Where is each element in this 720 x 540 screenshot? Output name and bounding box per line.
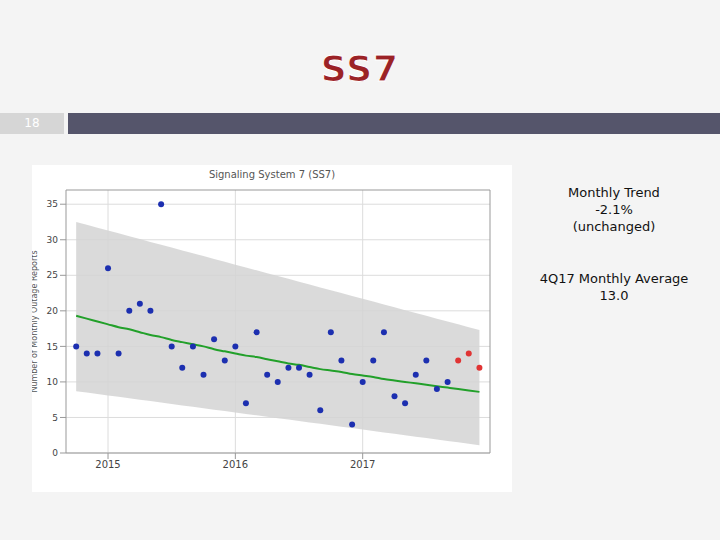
html-text:-2.1%: -2.1% xyxy=(595,202,633,217)
html-text:18: 18 xyxy=(24,116,40,130)
svg-text:15: 15 xyxy=(47,342,58,352)
svg-text:5: 5 xyxy=(52,413,58,423)
svg-text:25: 25 xyxy=(47,270,58,280)
svg-text:10: 10 xyxy=(47,377,59,387)
html-text:Monthly Trend: Monthly Trend xyxy=(568,185,660,200)
html-text:SS7: SS7 xyxy=(320,48,400,89)
html-text:13.0: 13.0 xyxy=(599,288,629,303)
svg-text:0: 0 xyxy=(52,448,58,458)
svg-text:2017: 2017 xyxy=(350,459,375,470)
svg-text:2016: 2016 xyxy=(223,459,248,470)
html-text:4Q17 Monthly Average: 4Q17 Monthly Average xyxy=(539,271,689,286)
svg-text:35: 35 xyxy=(47,199,58,209)
html-text:(unchanged): (unchanged) xyxy=(572,219,656,234)
svg-text:30: 30 xyxy=(47,235,59,245)
svg-text:Number of Monthly Outage Repor: Number of Monthly Outage Reports xyxy=(32,250,39,392)
svg-text:20: 20 xyxy=(47,306,59,316)
svg-text:2015: 2015 xyxy=(95,459,120,470)
html-text:Signaling System 7 (SS7): Signaling System 7 (SS7) xyxy=(208,169,336,180)
